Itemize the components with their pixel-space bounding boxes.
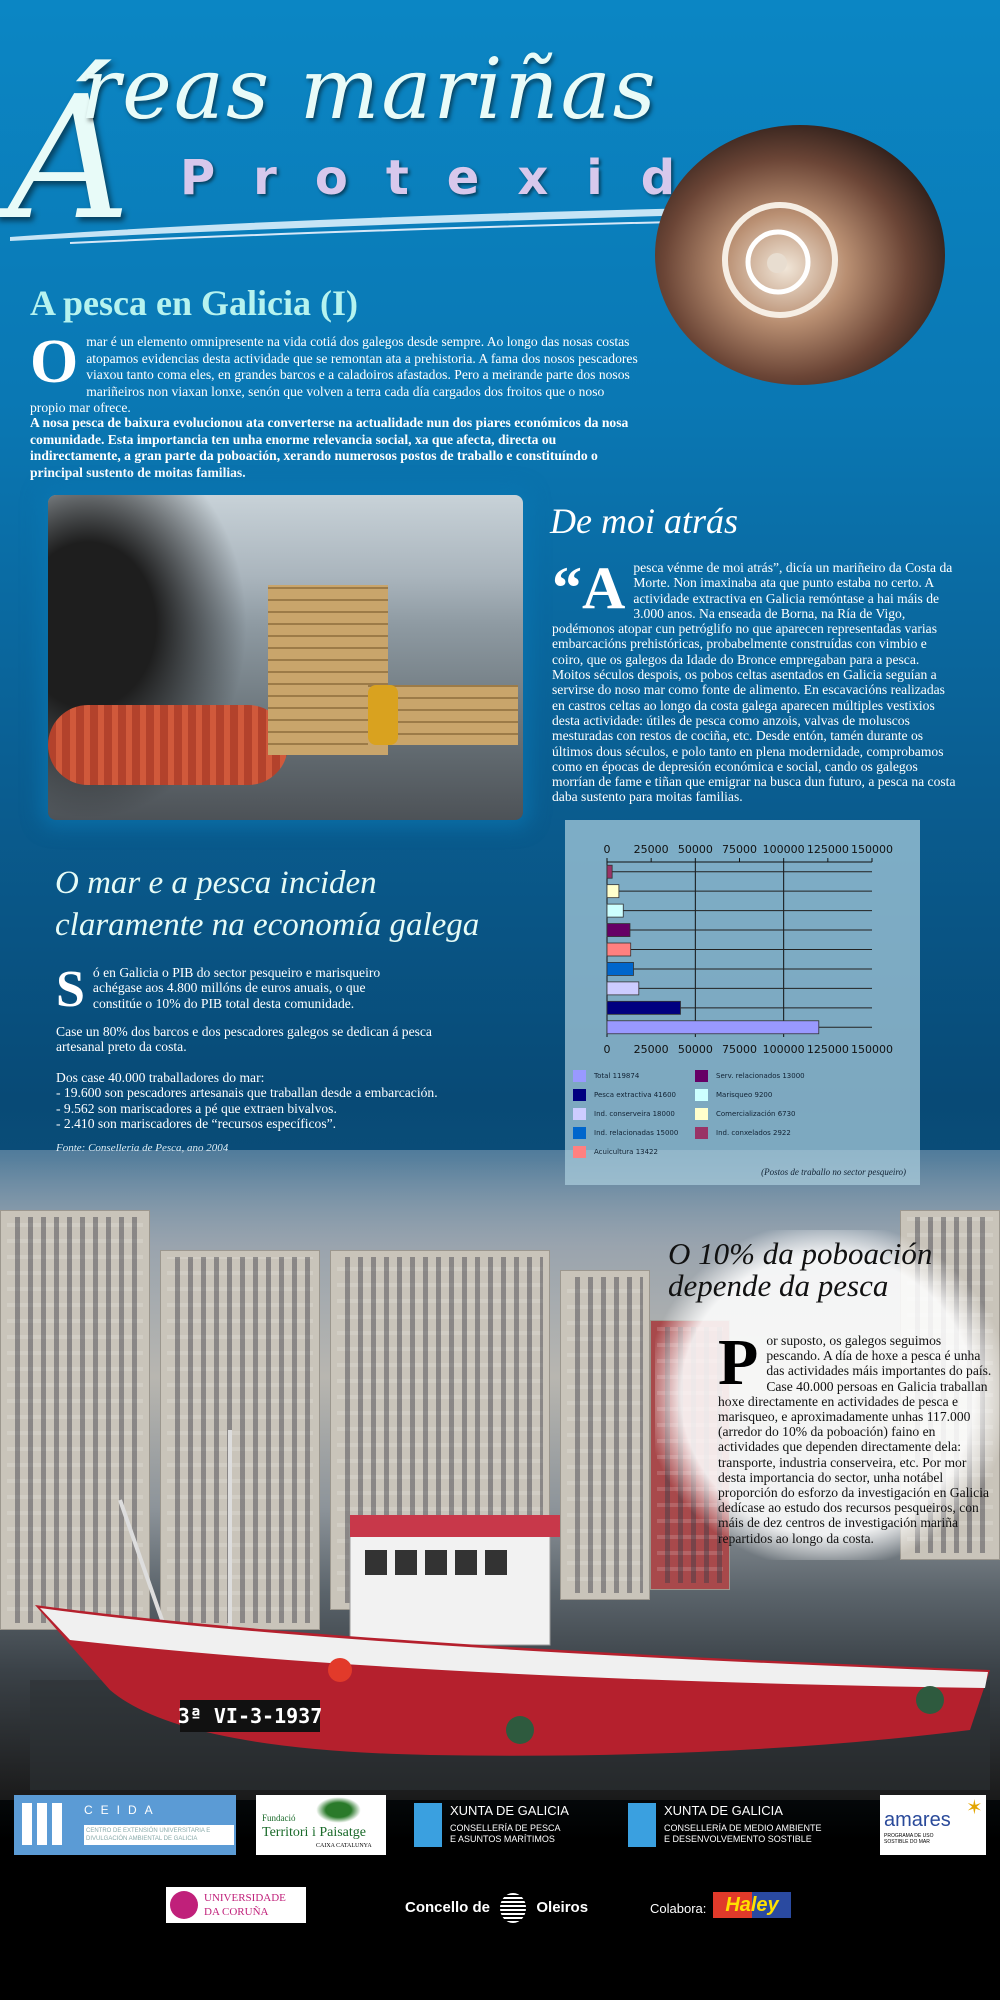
logo-udc: UNIVERSIDADE DA CORUÑA: [166, 1887, 306, 1923]
bar-comercializaci-n: [606, 884, 620, 899]
legend-label: Marisqueo 9200: [716, 1091, 773, 1099]
de-moi-atras-text: “A pesca vénme de moi atrás”, dicía un ma…: [552, 555, 960, 805]
legend-item: Serv. relacionados 13000: [695, 1070, 805, 1082]
xunta-shield-icon: [628, 1803, 656, 1847]
title-line1: reas mariñas: [80, 40, 658, 138]
x-tick-label-top: 50000: [678, 843, 713, 856]
economia-paragraph-2: Case un 80% dos barcos e dos pescadores …: [56, 1024, 432, 1055]
x-tick-label-top: 0: [604, 843, 611, 856]
legend-label: Pesca extractiva 41600: [594, 1091, 676, 1099]
intro-text: mar é un elemento omnipresente na vida c…: [30, 334, 638, 415]
intro-paragraph-2: A nosa pesca de baixura evolucionou ata …: [30, 415, 629, 480]
drop-cap: P: [718, 1326, 759, 1399]
xunta-shield-icon: [414, 1803, 442, 1847]
legend-item: Pesca extractiva 41600: [573, 1089, 676, 1101]
employment-chart: 0 0 25000 25000 50000 50000 75000 75000 100000 10…: [565, 820, 920, 1185]
legend-item: Total 119874: [573, 1070, 639, 1082]
x-tick-label-bottom: 0: [604, 1043, 611, 1056]
tree-icon: [316, 1797, 361, 1823]
de-moi-atras-body: pesca vénme de moi atrás”, dicía un mari…: [552, 560, 956, 805]
source-note: Fonte: Conselleria de Pesca, ano 2004: [56, 1142, 229, 1154]
x-tick-label-top: 100000: [763, 843, 805, 856]
lighthouse-icon: [500, 1893, 527, 1923]
legend-label: Acuicultura 13422: [594, 1148, 658, 1156]
logo-fundacio: Fundació Territori i Paisatge CAIXA CATA…: [256, 1795, 386, 1855]
legend-swatch: [573, 1070, 586, 1082]
bar-total: [606, 1020, 820, 1035]
legend-item: Marisqueo 9200: [695, 1089, 772, 1101]
fishing-boat: 3ª VI-3-1937: [30, 1430, 990, 1790]
title-initial: Á: [8, 60, 131, 258]
section-heading-10-percent: O 10% da poboación depende da pesca: [668, 1236, 933, 1303]
x-tick-label-top: 150000: [851, 843, 893, 856]
udc-emblem-icon: [170, 1891, 198, 1919]
logo-amares: amares ✶ PROGRAMA DE USO SOSTIBLE DO MAR: [880, 1795, 986, 1855]
bar-chart: 0 0 25000 25000 50000 50000 75000 75000 100000 10…: [604, 843, 894, 1056]
bar-serv-relacionados: [606, 923, 631, 937]
legend-item: Acuicultura 13422: [573, 1146, 658, 1158]
legend-swatch: [695, 1108, 708, 1120]
legend-label: Total 119874: [594, 1072, 640, 1080]
bar-ind-relacionadas: [606, 962, 634, 976]
star-icon: ✶: [966, 1797, 983, 1819]
x-tick-label-top: 75000: [722, 843, 757, 856]
chart-note: (Postos de traballo no sector pesqueiro): [761, 1167, 906, 1177]
legend-swatch: [695, 1070, 708, 1082]
economia-worker-list: Dos case 40.000 traballadores do mar: - 1…: [56, 1070, 438, 1131]
legend-swatch: [573, 1127, 586, 1139]
section-heading-de-moi-atras: De moi atrás: [550, 501, 738, 541]
legend-item: Comercialización 6730: [695, 1108, 796, 1120]
legend-label: Ind. conxelados 2922: [716, 1129, 791, 1137]
callout-background: [655, 1230, 1000, 1560]
x-tick-label-top: 125000: [807, 843, 849, 856]
x-tick-label-bottom: 100000: [763, 1043, 805, 1056]
legend-label: Ind. relacionadas 15000: [594, 1129, 679, 1137]
drop-cap: O: [30, 328, 79, 396]
bar-pesca-extractiva: [606, 1000, 681, 1015]
legend-label: Comercialización 6730: [716, 1110, 796, 1118]
sponsor-logos: CEIDA CENTRO DE EXTENSIÓN UNIVERSITARIA …: [0, 1795, 1000, 2000]
legend-item: Ind. conxelados 2922: [695, 1127, 791, 1139]
legend-label: Ind. conserveira 18000: [594, 1110, 675, 1118]
boat-registration: 3ª VI-3-1937: [178, 1704, 323, 1728]
legend-swatch: [573, 1089, 586, 1101]
bar-ind-conxelados: [606, 864, 613, 879]
drop-cap: “A: [552, 555, 626, 621]
bar-marisqueo: [606, 903, 624, 918]
logo-oleiros: Concello de Oleiros: [405, 1893, 588, 1923]
legend-item: Ind. conserveira 18000: [573, 1108, 675, 1120]
fishing-nets-photo: [48, 495, 523, 820]
legend-label: Serv. relacionados 13000: [716, 1072, 805, 1080]
shell-image: [655, 125, 945, 385]
x-tick-label-bottom: 125000: [807, 1043, 849, 1056]
legend-swatch: [695, 1089, 708, 1101]
colabora-label: Colabora:: [650, 1901, 707, 1916]
x-tick-label-bottom: 75000: [722, 1043, 757, 1056]
bar-ind-conserveira: [606, 981, 640, 996]
x-tick-label-bottom: 150000: [851, 1043, 893, 1056]
legend-swatch: [695, 1127, 708, 1139]
legend-swatch: [573, 1146, 586, 1158]
legend-swatch: [573, 1108, 586, 1120]
drop-cap: S: [56, 961, 85, 1018]
x-tick-label-bottom: 25000: [634, 1043, 669, 1056]
section-heading-pesca: A pesca en Galicia (I): [30, 283, 358, 323]
x-tick-label-top: 25000: [634, 843, 669, 856]
logo-ceida: CEIDA CENTRO DE EXTENSIÓN UNIVERSITARIA …: [14, 1795, 236, 1855]
legend-item: Ind. relacionadas 15000: [573, 1127, 678, 1139]
section-heading-economia: O mar e a pesca inciden claramente na eco…: [55, 865, 480, 943]
bar-acuicultura: [606, 942, 632, 957]
x-tick-label-bottom: 50000: [678, 1043, 713, 1056]
logo-haley: Haley: [713, 1892, 791, 1918]
